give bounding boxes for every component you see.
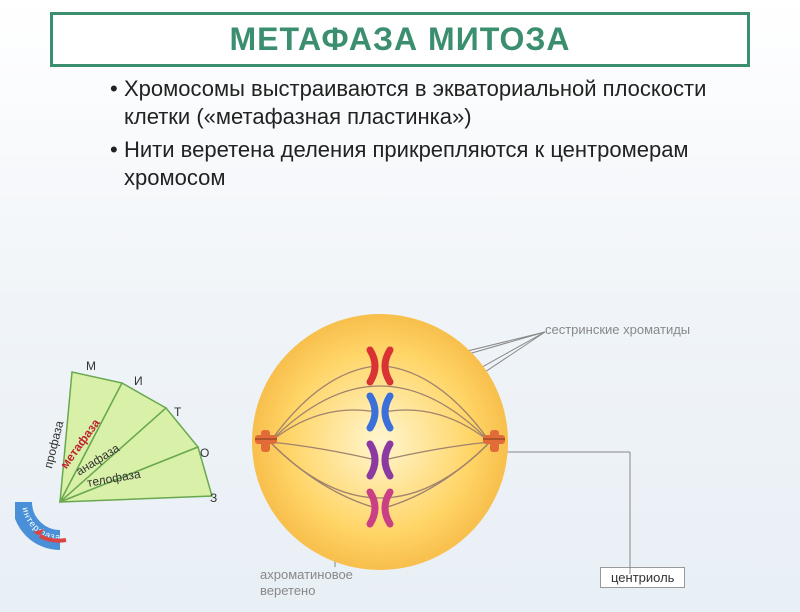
label-sister-chromatids: сестринские хроматиды <box>545 322 690 337</box>
mitosis-letter-0: М <box>86 359 96 373</box>
bullet-1: Хромосомы выстраиваются в экваториальной… <box>110 75 760 130</box>
mitosis-letter-1: И <box>134 374 143 388</box>
diagram-area: сестринские хроматиды ахроматиновое вере… <box>0 302 800 612</box>
mitosis-letter-3: О <box>200 446 209 460</box>
cell-diagram <box>230 302 530 582</box>
label-achromatin-2: веретено <box>260 583 315 598</box>
page-title: МЕТАФАЗА МИТОЗА <box>69 21 731 58</box>
bullet-2: Нити веретена деления прикрепляются к це… <box>110 136 760 191</box>
bullet-list: Хромосомы выстраиваются в экваториальной… <box>110 75 760 191</box>
mitosis-letter-2: Т <box>174 405 182 419</box>
phase-wheel: М И Т О З профаза метафаза анафаза телоф… <box>15 352 220 557</box>
title-box: МЕТАФАЗА МИТОЗА <box>50 12 750 67</box>
mitosis-letter-4: З <box>210 491 217 505</box>
